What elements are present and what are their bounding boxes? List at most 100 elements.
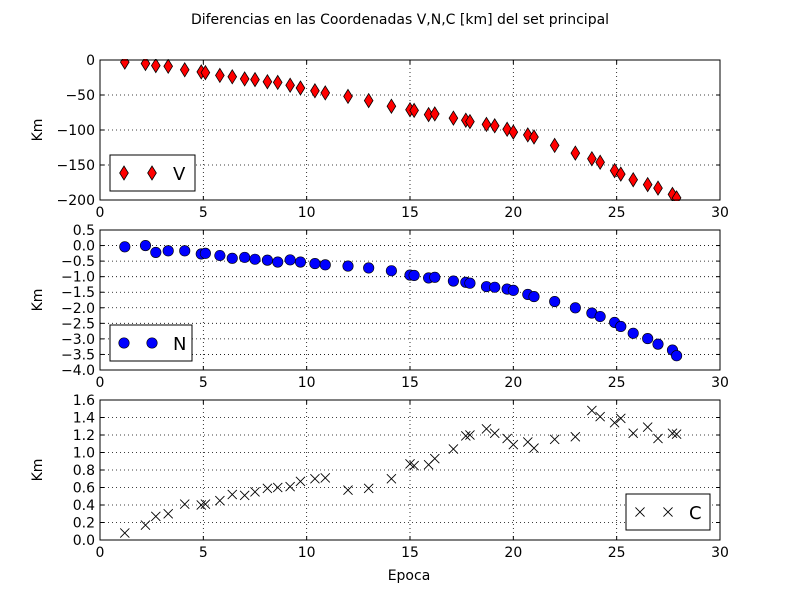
data-point <box>447 275 459 287</box>
data-point <box>272 256 284 268</box>
data-point <box>653 180 663 196</box>
x-tick-label: 25 <box>608 375 626 391</box>
x-tick-label: 10 <box>298 375 316 391</box>
data-point <box>460 431 471 441</box>
data-point <box>215 67 225 84</box>
legend-marker <box>147 165 157 181</box>
x-tick-label: 20 <box>504 375 522 391</box>
data-point <box>609 162 620 179</box>
data-point <box>140 59 151 72</box>
y-tick-label: 0.5 <box>73 223 95 239</box>
data-point <box>239 251 251 263</box>
y-tick-label: −200 <box>57 193 95 209</box>
data-point <box>409 460 420 471</box>
data-point <box>343 485 353 495</box>
data-point <box>285 481 296 492</box>
x-tick-label: 15 <box>401 375 419 391</box>
data-point <box>489 118 500 134</box>
y-tick-label: −0.5 <box>61 254 95 270</box>
y-tick-label: 0.6 <box>73 481 95 497</box>
data-point <box>140 520 151 530</box>
data-point <box>481 424 492 434</box>
y-tick-label: −3.0 <box>61 332 95 348</box>
x-tick-label: 20 <box>504 545 522 561</box>
x-tick-label: 10 <box>298 545 316 561</box>
y-axis-label: Km <box>30 119 46 142</box>
y-tick-label: 1.0 <box>73 446 95 462</box>
data-point <box>652 338 664 350</box>
data-point <box>508 124 519 140</box>
data-point <box>481 116 492 133</box>
data-point <box>570 145 581 161</box>
x-axis-label: Epoca <box>388 568 431 584</box>
x-tick-label: 5 <box>199 375 208 391</box>
figure-title: Diferencias en las Coordenadas V,N,C [km… <box>191 12 609 28</box>
data-point <box>642 176 653 193</box>
data-point <box>627 327 639 339</box>
y-tick-label: 0.0 <box>73 533 95 549</box>
data-point <box>272 74 283 91</box>
x-tick-label: 30 <box>711 205 729 221</box>
data-point <box>570 431 581 442</box>
data-point <box>320 473 331 483</box>
data-point <box>320 85 331 101</box>
subplot-3: 0 5 10 15 20 25 30 1.6 1.41.2 1.00.8 0.60.4 0.20.0 K… <box>30 393 729 561</box>
series-V <box>119 59 682 201</box>
data-point <box>642 422 653 432</box>
y-tick-label: −150 <box>57 158 95 174</box>
legend-label: V <box>173 164 186 185</box>
y-tick-label: 1.2 <box>73 428 95 444</box>
data-point <box>310 473 320 484</box>
data-point <box>653 433 663 444</box>
legend: V <box>109 154 196 192</box>
data-point <box>250 487 260 497</box>
data-point <box>528 291 540 303</box>
data-point <box>586 405 597 416</box>
data-point <box>429 453 440 464</box>
x-tick-label: 0 <box>96 545 105 561</box>
subplot-2: 0 5 10 15 20 25 300.50.0−0.5−1.0−1.5−2.0−2.5−3… <box>30 223 729 391</box>
data-point <box>587 150 597 167</box>
x-tick-label: 0 <box>96 375 105 391</box>
data-point <box>386 98 397 114</box>
x-tick-label: 5 <box>199 545 208 561</box>
data-point <box>179 245 191 257</box>
data-point <box>549 296 561 308</box>
data-point <box>163 508 174 519</box>
data-point <box>522 127 533 143</box>
data-point <box>671 190 682 201</box>
data-point <box>139 240 152 252</box>
data-point <box>199 247 211 259</box>
y-tick-label: 0.0 <box>73 239 95 255</box>
data-point <box>448 110 459 126</box>
legend: C <box>625 493 711 531</box>
data-point <box>508 439 519 450</box>
data-point <box>179 499 190 509</box>
data-point <box>628 171 639 188</box>
data-point <box>342 260 354 272</box>
data-point <box>196 500 207 510</box>
y-tick-label: 1.4 <box>73 411 95 427</box>
data-point <box>200 499 211 509</box>
y-tick-label: 0.8 <box>73 463 95 479</box>
legend-marker <box>635 507 645 517</box>
x-tick-label: 30 <box>711 375 729 391</box>
data-point <box>309 258 321 270</box>
data-point <box>119 528 130 538</box>
data-point <box>272 482 283 493</box>
series-N <box>119 240 683 362</box>
data-point <box>295 476 306 487</box>
x-tick-label: 30 <box>711 545 729 561</box>
x-tick-label: 5 <box>199 205 208 221</box>
legend-label: N <box>173 334 186 355</box>
data-point <box>363 483 374 494</box>
data-point <box>262 73 273 90</box>
data-point <box>294 256 307 268</box>
data-point <box>150 511 161 522</box>
plot-frame <box>99 399 721 541</box>
data-point <box>200 64 211 81</box>
data-point <box>284 254 296 266</box>
data-point <box>295 80 306 96</box>
y-tick-label: −1.5 <box>61 285 95 301</box>
data-point <box>408 269 420 281</box>
